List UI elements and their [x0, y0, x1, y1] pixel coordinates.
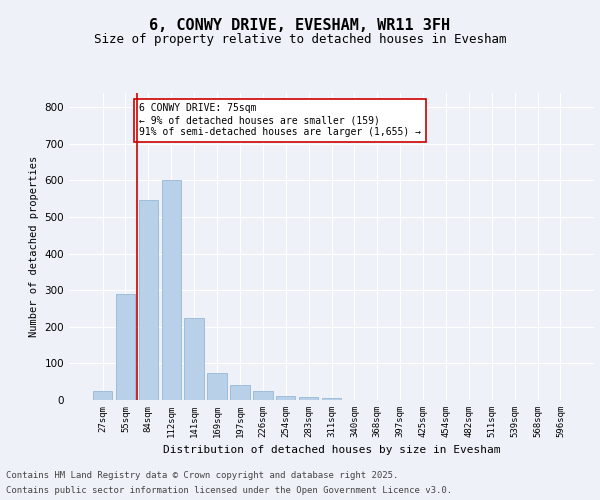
Bar	[299, 397, 319, 400]
Bar	[230, 386, 250, 400]
Bar	[93, 391, 112, 400]
X-axis label: Distribution of detached houses by size in Evesham: Distribution of detached houses by size …	[163, 446, 500, 456]
Text: Size of property relative to detached houses in Evesham: Size of property relative to detached ho…	[94, 32, 506, 46]
Bar	[253, 391, 272, 400]
Bar	[276, 396, 295, 400]
Y-axis label: Number of detached properties: Number of detached properties	[29, 156, 39, 337]
Bar	[161, 180, 181, 400]
Text: 6, CONWY DRIVE, EVESHAM, WR11 3FH: 6, CONWY DRIVE, EVESHAM, WR11 3FH	[149, 18, 451, 32]
Bar	[139, 200, 158, 400]
Bar	[208, 372, 227, 400]
Bar	[116, 294, 135, 400]
Text: 6 CONWY DRIVE: 75sqm
← 9% of detached houses are smaller (159)
91% of semi-detac: 6 CONWY DRIVE: 75sqm ← 9% of detached ho…	[139, 104, 421, 136]
Text: Contains public sector information licensed under the Open Government Licence v3: Contains public sector information licen…	[6, 486, 452, 495]
Bar	[184, 318, 204, 400]
Text: Contains HM Land Registry data © Crown copyright and database right 2025.: Contains HM Land Registry data © Crown c…	[6, 471, 398, 480]
Bar	[322, 398, 341, 400]
